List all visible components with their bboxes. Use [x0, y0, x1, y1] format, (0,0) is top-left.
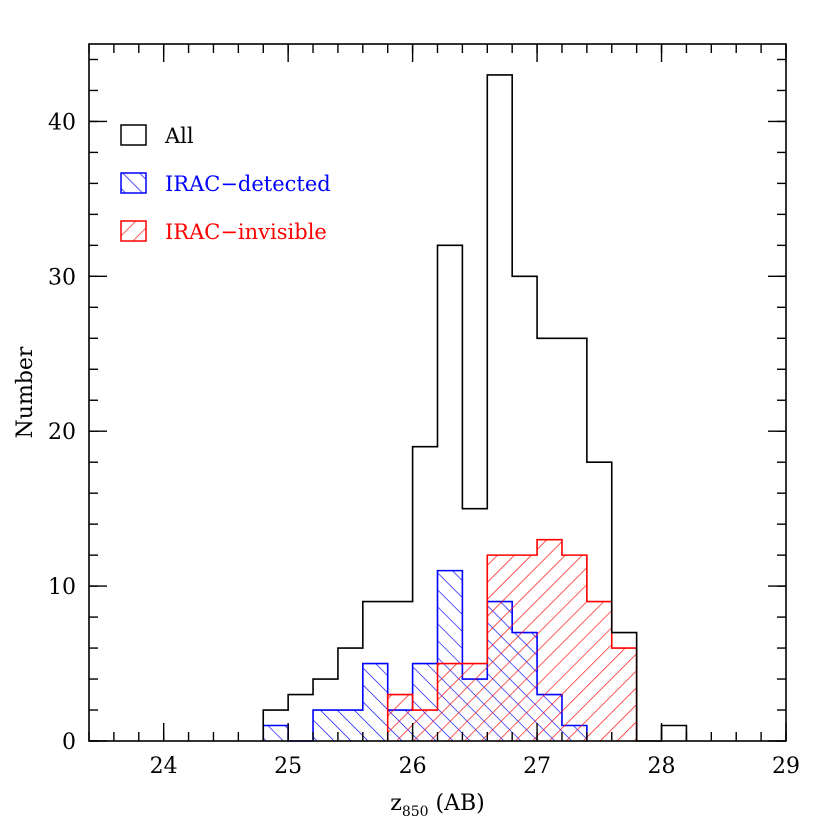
x-tick-label: 26 — [399, 754, 427, 779]
y-tick-label: 40 — [48, 110, 76, 135]
bar-irac-invisible — [537, 539, 562, 741]
bar-irac-detected — [263, 725, 289, 741]
legend-swatch-irac-detected — [120, 172, 147, 194]
bar-irac-invisible — [586, 601, 612, 741]
x-axis-title-main: z — [390, 791, 402, 816]
bar-irac-detected — [362, 663, 388, 741]
legend-swatch-irac-invisible — [120, 220, 147, 242]
bar-irac-invisible — [462, 663, 488, 741]
x-axis-title-suffix: (AB) — [429, 791, 485, 816]
series-layer — [262, 74, 688, 742]
legend-item-all: All — [120, 124, 194, 148]
x-axis-title: z850 (AB) — [390, 791, 485, 820]
legend-label-irac-detected: IRAC−detected — [165, 172, 331, 196]
bar-all — [288, 695, 313, 741]
bar-all — [662, 726, 687, 741]
legend: All IRAC−detected IRAC−invisible — [120, 124, 331, 244]
tick-labels: 24 25 26 27 28 29 0 10 20 30 40 — [48, 110, 800, 779]
y-axis-title: Number — [13, 346, 38, 438]
outline-all — [262, 74, 688, 742]
legend-label-all: All — [164, 124, 194, 148]
x-tick-label: 24 — [150, 754, 178, 779]
legend-swatch-all — [120, 124, 147, 146]
y-tick-label: 10 — [48, 575, 76, 600]
bar-irac-invisible — [512, 555, 538, 741]
bar-irac-invisible — [387, 694, 413, 741]
bar-irac-detected — [337, 710, 363, 741]
y-tick-label: 0 — [62, 730, 76, 755]
bar-irac-detected — [313, 710, 338, 741]
outline-irac-invisible — [386, 538, 638, 741]
bar-irac-invisible — [487, 555, 513, 741]
series-all — [262, 74, 688, 742]
bar-irac-invisible — [412, 710, 438, 741]
legend-item-irac-detected: IRAC−detected — [120, 172, 331, 196]
legend-label-irac-invisible: IRAC−invisible — [165, 220, 327, 244]
bar-irac-invisible — [611, 648, 637, 741]
bar-irac-invisible — [561, 555, 587, 741]
x-tick-label: 25 — [274, 754, 302, 779]
x-axis-title-subscript: 850 — [402, 804, 429, 820]
x-tick-label: 27 — [523, 754, 551, 779]
plot-frame — [88, 43, 787, 742]
x-tick-label: 28 — [648, 754, 676, 779]
y-tick-label: 30 — [48, 265, 76, 290]
x-tick-label: 29 — [772, 754, 800, 779]
bar-irac-invisible — [437, 663, 463, 741]
series-irac-invisible — [386, 538, 638, 741]
y-tick-label: 20 — [48, 420, 76, 445]
legend-item-irac-invisible: IRAC−invisible — [120, 220, 327, 244]
